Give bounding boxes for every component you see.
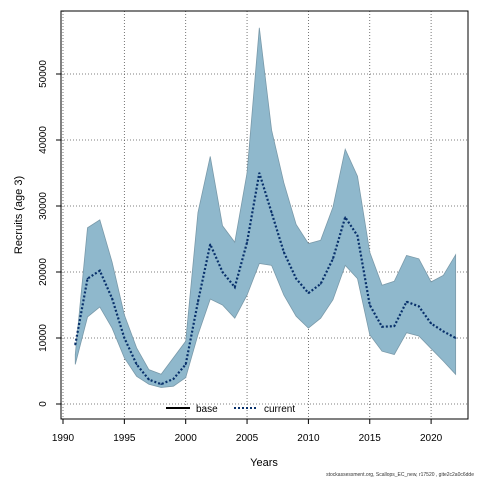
confidence-band: [74, 27, 457, 388]
data-point-current: [184, 363, 187, 366]
data-point-current: [454, 337, 457, 339]
x-tick-label: 2000: [175, 433, 198, 444]
data-point-current: [356, 234, 359, 237]
data-point-current: [74, 343, 77, 346]
data-point-current: [332, 258, 334, 260]
footer-source: stockassessment.org, Scallops_EC_new, r1…: [326, 472, 474, 478]
data-point-current: [160, 383, 162, 386]
x-tick-label: 2015: [359, 433, 382, 444]
data-point-current: [172, 378, 175, 380]
y-tick-label: 30000: [38, 192, 49, 220]
data-point-current: [123, 337, 126, 339]
y-tick-label: 10000: [38, 324, 49, 352]
legend-current-label: current: [264, 404, 295, 415]
series-current-line: [74, 172, 457, 386]
data-point-current: [405, 300, 408, 303]
legend: base current: [166, 404, 295, 415]
data-point-current: [344, 216, 347, 219]
data-point-current: [258, 172, 261, 174]
x-tick-label: 2020: [420, 433, 443, 444]
x-axis-label: Years: [250, 457, 278, 469]
data-point-current: [381, 325, 383, 328]
data-point-current: [99, 269, 101, 272]
data-point-current: [295, 277, 297, 280]
data-point-current: [135, 363, 138, 366]
data-point-current: [368, 304, 371, 306]
y-axis: 0 10000 20000 30000 40000 50000: [38, 60, 62, 407]
data-point-current: [442, 330, 445, 333]
data-point-current: [430, 322, 432, 325]
data-point-current: [393, 325, 396, 327]
x-tick-label: 2005: [236, 433, 259, 444]
legend-base-label: base: [196, 404, 218, 415]
data-point-current: [148, 378, 150, 381]
data-point-current: [418, 305, 420, 308]
y-tick-label: 0: [38, 401, 49, 407]
y-tick-label: 20000: [38, 258, 49, 286]
y-tick-label: 50000: [38, 60, 49, 88]
x-tick-label: 1990: [52, 433, 75, 444]
data-point-current: [283, 251, 285, 253]
y-axis-label: Recruits (age 3): [13, 176, 25, 254]
data-point-current: [319, 283, 322, 285]
x-axis: 1990 1995 2000 2005 2010 2015 2020: [52, 418, 443, 444]
data-point-current: [86, 277, 89, 280]
data-point-current: [270, 211, 273, 214]
data-point-current: [233, 286, 236, 288]
data-point-current: [307, 292, 310, 294]
x-tick-label: 2010: [297, 433, 320, 444]
y-tick-label: 40000: [38, 126, 49, 154]
data-point-current: [209, 243, 212, 246]
data-point-current: [111, 297, 113, 300]
data-point-current: [197, 300, 199, 303]
data-point-current: [221, 271, 224, 273]
x-tick-label: 1995: [113, 433, 136, 444]
data-point-current: [246, 241, 248, 244]
